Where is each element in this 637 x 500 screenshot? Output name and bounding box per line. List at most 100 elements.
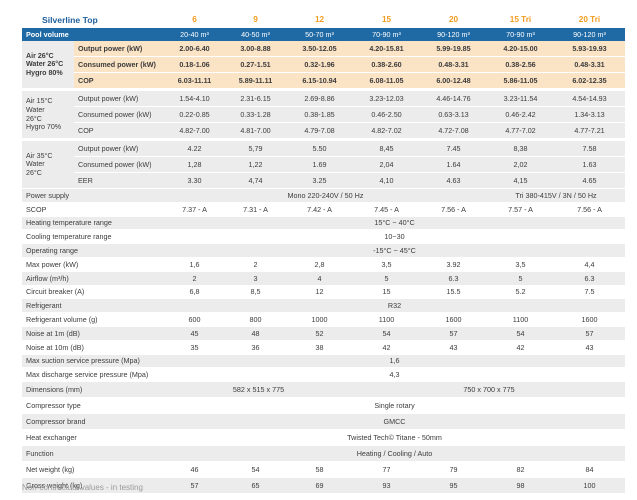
heat-exchanger-value: Twisted Tech© Titane - 50mm: [164, 429, 625, 447]
brand-name: Silverline Top: [42, 14, 98, 25]
power-supply-mono: Mono 220-240V / 50 Hz: [164, 188, 487, 203]
max-discharge-label: Max discharge service pressure (Mpa): [22, 367, 164, 383]
table-row: SCOP 7.37 - A 7.31 - A 7.42 - A 7.45 - A…: [22, 202, 625, 217]
table-row: Airflow (m³/h) 2 3 4 5 6.3 5 6.3: [22, 271, 625, 286]
compressor-type-value: Single rotary: [164, 397, 625, 415]
dimensions-large: 750 x 700 x 775: [353, 381, 625, 399]
gross-weight-value: 65: [225, 477, 286, 495]
performance-value: 6.15-10.94: [286, 72, 353, 89]
performance-value: 2,04: [353, 156, 420, 173]
model-20-tri: 20 Tri: [578, 15, 601, 24]
pool-volume-value: 70-90 m³: [487, 28, 554, 41]
noise-10m-value: 42: [487, 340, 554, 355]
max-power-value: 3,5: [353, 257, 420, 272]
max-power-value: 1,6: [164, 257, 225, 272]
pool-volume-value: 20-40 m³: [164, 28, 225, 41]
performance-value: 0.22-0.85: [164, 106, 225, 123]
performance-value: 5.50: [286, 141, 353, 157]
performance-row: Air 15°C Water 26°C Hygro 70% Output power (…: [22, 91, 625, 139]
performance-label: EER: [74, 172, 164, 189]
test-condition-line: Air 35°C: [26, 151, 53, 160]
noise-1m-value: 52: [286, 326, 353, 341]
net-weight-value: 54: [225, 461, 286, 479]
performance-value: 0.27-1.51: [225, 56, 286, 73]
performance-row: COP 4.82-7.00 4.81-7.00 4.79-7.08 4.82-7.02 4…: [22, 122, 625, 139]
noise-1m-value: 48: [225, 326, 286, 341]
airflow-value: 2: [164, 271, 225, 286]
performance-value: 4.65: [554, 172, 625, 189]
net-weight-label: Net weight (kg): [22, 461, 164, 479]
performance-value: 5.93-19.93: [554, 41, 625, 57]
net-weight-value: 79: [420, 461, 487, 479]
performance-value: 4.22: [164, 141, 225, 157]
noise-1m-label: Noise at 1m (dB): [22, 326, 164, 341]
gross-weight-value: 57: [164, 477, 225, 495]
heating-temp-label: Heating temperature range: [22, 216, 164, 231]
performance-value: 8,38: [487, 141, 554, 157]
test-condition: Air 26°C Water 26°C Hygro 80%: [22, 41, 74, 89]
gross-weight-value: 69: [286, 477, 353, 495]
net-weight-value: 46: [164, 461, 225, 479]
scop-value: 7.56 - A: [554, 202, 625, 217]
performance-value: 6.02-12.35: [554, 72, 625, 89]
test-condition: Air 15°C Water 26°C Hygro 70%: [22, 91, 74, 139]
dimensions-label: Dimensions (mm): [22, 381, 164, 399]
compressor-brand-label: Compressor brand: [22, 413, 164, 431]
gross-weight-value: 98: [487, 477, 554, 495]
breaker-value: 6,8: [164, 285, 225, 300]
performance-label: Consumed power (kW): [74, 56, 164, 73]
performance-label: COP: [74, 122, 164, 139]
performance-value: 8,45: [353, 141, 420, 157]
performance-value: 1.63: [554, 156, 625, 173]
performance-value: 1.34-3.13: [554, 106, 625, 123]
scop-value: 7.45 - A: [353, 202, 420, 217]
performance-value: 4,74: [225, 172, 286, 189]
pool-volume-label: Pool volume: [22, 28, 164, 41]
scop-value: 7.31 - A: [225, 202, 286, 217]
table-row: Function Heating / Cooling / Auto: [22, 445, 625, 463]
performance-value: 0.18-1.06: [164, 56, 225, 73]
performance-row: Consumed power (kW) 1,28 1,22 1.69 2,04 1.64 2…: [22, 156, 625, 173]
airflow-value: 3: [225, 271, 286, 286]
performance-value: 4.77-7.21: [554, 122, 625, 139]
performance-row: Consumed power (kW) 0.18-1.06 0.27-1.51 0.3…: [22, 56, 625, 73]
noise-10m-value: 43: [554, 340, 625, 355]
performance-row: Consumed power (kW) 0.22-0.85 0.33-1.28 0.3…: [22, 106, 625, 123]
table-row: Max suction service pressure (Mpa) 1,6: [22, 354, 625, 369]
table-row: Cooling temperature range 10~30: [22, 229, 625, 245]
heating-temp-value: 15°C ~ 40°C: [164, 216, 625, 231]
dimensions-small: 582 x 515 x 775: [164, 381, 353, 399]
group-spacer-cell: [22, 138, 625, 141]
performance-value: 5.99-19.85: [420, 41, 487, 57]
table-row: Noise at 10m (dB) 35 36 38 42 43 42 43: [22, 340, 625, 355]
performance-value: 5,79: [225, 141, 286, 157]
performance-value: 2.31-6.15: [225, 91, 286, 107]
performance-value: 4.77-7.02: [487, 122, 554, 139]
test-condition-line: Water 26°C: [26, 60, 64, 69]
noise-1m-value: 57: [554, 326, 625, 341]
noise-1m-value: 57: [420, 326, 487, 341]
max-discharge-value: 4,3: [164, 367, 625, 383]
performance-value: 0.33-1.28: [225, 106, 286, 123]
ref-volume-value: 1100: [487, 312, 554, 327]
breaker-value: 12: [286, 285, 353, 300]
performance-label: Output power (kW): [74, 41, 164, 57]
scop-value: 7.37 - A: [164, 202, 225, 217]
performance-value: 4.81-7.00: [225, 122, 286, 139]
noise-1m-value: 54: [487, 326, 554, 341]
performance-value: 1.64: [420, 156, 487, 173]
table-row: Max discharge service pressure (Mpa) 4,3: [22, 367, 625, 383]
group-spacer: [22, 138, 625, 141]
breaker-value: 8,5: [225, 285, 286, 300]
airflow-value: 5: [353, 271, 420, 286]
ref-volume-value: 1600: [420, 312, 487, 327]
performance-value: 4.46-14.76: [420, 91, 487, 107]
breaker-value: 15: [353, 285, 420, 300]
power-supply-label: Power supply: [22, 188, 164, 203]
performance-row: Air 26°C Water 26°C Hygro 80% Output power …: [22, 41, 625, 89]
test-condition-line: Hygro 80%: [26, 68, 63, 77]
test-condition-line: Water: [26, 160, 45, 169]
airflow-value: 5: [487, 271, 554, 286]
test-condition-line: Air 15°C: [26, 97, 53, 106]
noise-1m-value: 45: [164, 326, 225, 341]
